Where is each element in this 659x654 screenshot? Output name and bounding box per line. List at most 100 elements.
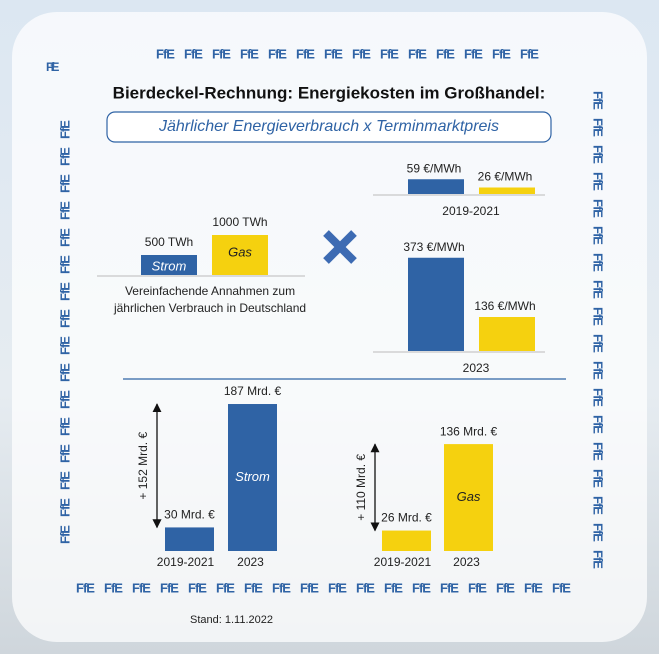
note: Vereinfachende Annahmen zum: [125, 284, 295, 298]
border-logo: FfE: [591, 118, 606, 137]
bar: [228, 404, 277, 551]
border-logo: FfE: [57, 390, 72, 409]
border-logo: FfE: [57, 147, 72, 166]
border-logo: FfE: [57, 255, 72, 274]
border-logo: FfE: [212, 46, 231, 61]
border-logo: FfE: [328, 580, 347, 595]
border-logo: FfE: [57, 525, 72, 544]
border-logo: FfE: [57, 444, 72, 463]
border-logo: FfE: [184, 46, 203, 61]
border-logo: FfE: [412, 580, 431, 595]
value-label: 59 €/MWh: [407, 161, 462, 175]
border-logo: FfE: [57, 471, 72, 490]
border-logo: FfE: [496, 580, 515, 595]
border-logo: FfE: [591, 172, 606, 191]
bar: [444, 444, 493, 551]
period-label: 2023: [463, 361, 490, 375]
multiply-sign: [323, 230, 357, 264]
delta-label: + 110 Mrd. €: [354, 454, 368, 521]
border-logo: FfE: [296, 46, 315, 61]
border-logo: FfE: [591, 334, 606, 353]
border-logo: FfE: [591, 361, 606, 380]
period-label: 2019-2021: [442, 204, 500, 218]
border-logo: FfE: [591, 145, 606, 164]
value-label: 1000 TWh: [212, 215, 267, 229]
border-logo: FfE: [76, 580, 95, 595]
card: [12, 12, 647, 642]
value-label: 30 Mrd. €: [164, 508, 215, 522]
border-logo: FfE: [591, 442, 606, 461]
bar: [382, 530, 431, 551]
bar: [165, 527, 214, 551]
border-logo: FfE: [268, 46, 287, 61]
period-label: 2023: [237, 555, 264, 569]
border-logo: FfE: [591, 388, 606, 407]
border-logo: FfE: [591, 280, 606, 299]
border-logo: FfE: [352, 46, 371, 61]
bar: [212, 235, 268, 275]
border-logo: FfE: [132, 580, 151, 595]
border-logo: FfE: [57, 363, 72, 382]
border-logo: FfE: [57, 417, 72, 436]
border-logo: FfE: [240, 46, 259, 61]
title: Bierdeckel-Rechnung: Energiekosten im Gr…: [113, 83, 546, 102]
bar-name: Strom: [152, 258, 187, 273]
border-logo: FfE: [436, 46, 455, 61]
border-logo: FfE: [244, 580, 263, 595]
border-logo: FfE: [591, 307, 606, 326]
border-logo: FfE: [272, 580, 291, 595]
border-logo: FfE: [156, 46, 175, 61]
border-logo: FfE: [57, 174, 72, 193]
border-logo: FfE: [57, 201, 72, 220]
border-logo: FfE: [324, 46, 343, 61]
border-logo: FfE: [380, 46, 399, 61]
border-logo: FfE: [57, 228, 72, 247]
border-logo: FfE: [104, 580, 123, 595]
border-logo: FfE: [57, 498, 72, 517]
border-logo: FfE: [591, 523, 606, 542]
border-logo: FfE: [464, 46, 483, 61]
bar: [479, 317, 535, 351]
border-logo: FfE: [57, 336, 72, 355]
subtitle: Jährlicher Energieverbrauch x Terminmark…: [158, 118, 499, 135]
stand: Stand: 1.11.2022: [190, 614, 273, 626]
border-logo: FfE: [520, 46, 539, 61]
border-logo: FfE: [57, 120, 72, 139]
border-logo: FfE: [591, 469, 606, 488]
border-logo: FfE: [591, 226, 606, 245]
bar-name: Strom: [235, 469, 270, 484]
subtitle-box: [106, 111, 552, 143]
bar: [408, 179, 464, 194]
border-logo: FfE: [524, 580, 543, 595]
border-logo: FfE: [591, 253, 606, 272]
value-label: 500 TWh: [145, 235, 193, 249]
border-logo: FfE: [591, 550, 606, 569]
border-logo: FfE: [216, 580, 235, 595]
border-logo: FfE: [591, 91, 606, 110]
border-logo: FfE: [591, 496, 606, 515]
value-label: 26 €/MWh: [478, 170, 533, 184]
border-logo: FfE: [384, 580, 403, 595]
value-label: 136 €/MWh: [474, 299, 535, 313]
value-label: 373 €/MWh: [403, 240, 464, 254]
border-logo: FfE: [57, 282, 72, 301]
border-logo: FfE: [408, 46, 427, 61]
value-label: 26 Mrd. €: [381, 511, 432, 525]
border-logo: FfE: [188, 580, 207, 595]
bar: [141, 255, 197, 275]
border-logo: FfE: [57, 309, 72, 328]
border-logo: FfE: [300, 580, 319, 595]
bar-name: Gas: [457, 489, 481, 504]
value-label: 136 Mrd. €: [440, 424, 498, 438]
bar: [479, 187, 535, 194]
bar: [408, 257, 464, 351]
border-logo: FfE: [591, 199, 606, 218]
border-logo: FfE: [440, 580, 459, 595]
border-logo: FfE: [492, 46, 511, 61]
border-logo: FfE: [160, 580, 179, 595]
border-logo: FfE: [591, 415, 606, 434]
period-label: 2019-2021: [157, 555, 215, 569]
value-label: 187 Mrd. €: [224, 384, 282, 398]
